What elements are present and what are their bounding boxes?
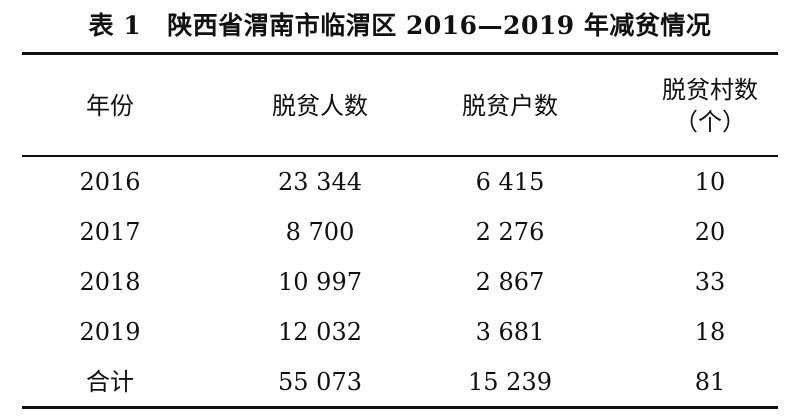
cell-year: 2017 [79,218,141,246]
cell-year: 2018 [79,268,141,296]
bottom-rule [22,406,778,409]
cell-households: 2 867 [475,268,545,296]
table-number: 表 1 [88,11,142,40]
cell-villages: 10 [694,168,726,196]
cell-villages: 20 [694,218,726,246]
table-row: 2019 12 032 3 681 18 [0,312,800,352]
table-caption: 表 1 陕西省渭南市临渭区 2016—2019 年减贫情况 [0,6,800,42]
cell-villages: 33 [694,268,726,296]
cell-year: 2019 [79,318,141,346]
cell-people: 55 073 [278,368,362,396]
header-villages: 脱贫村数 （个） [620,60,800,152]
table-row: 2016 23 344 6 415 10 [0,162,800,202]
cell-total-label: 合计 [86,368,134,396]
header-villages-unit: （个） [674,108,746,136]
cell-households: 6 415 [475,168,545,196]
cell-villages: 81 [694,368,726,396]
cell-households: 2 276 [475,218,545,246]
cell-households: 3 681 [475,318,545,346]
header-people: 脱贫人数 [230,60,410,152]
table-header: 年份 脱贫人数 脱贫户数 脱贫村数 （个） [0,60,800,152]
total-row: 合计 55 073 15 239 81 [0,362,800,402]
header-villages-label: 脱贫村数 [662,76,758,104]
cell-households: 15 239 [468,368,552,396]
table-row: 2017 8 700 2 276 20 [0,212,800,252]
cell-villages: 18 [694,318,726,346]
header-people-label: 脱贫人数 [272,92,368,120]
header-households-label: 脱贫户数 [462,92,558,120]
header-rule [22,155,778,157]
cell-year: 2016 [79,168,141,196]
table-row: 2018 10 997 2 867 33 [0,262,800,302]
cell-people: 10 997 [278,268,362,296]
cell-people: 8 700 [285,218,355,246]
cell-people: 23 344 [278,168,362,196]
header-year: 年份 [60,60,160,152]
top-rule [22,52,778,55]
header-households: 脱贫户数 [420,60,600,152]
header-year-label: 年份 [86,92,134,120]
table-title: 陕西省渭南市临渭区 2016—2019 年减贫情况 [167,11,712,40]
cell-people: 12 032 [278,318,362,346]
